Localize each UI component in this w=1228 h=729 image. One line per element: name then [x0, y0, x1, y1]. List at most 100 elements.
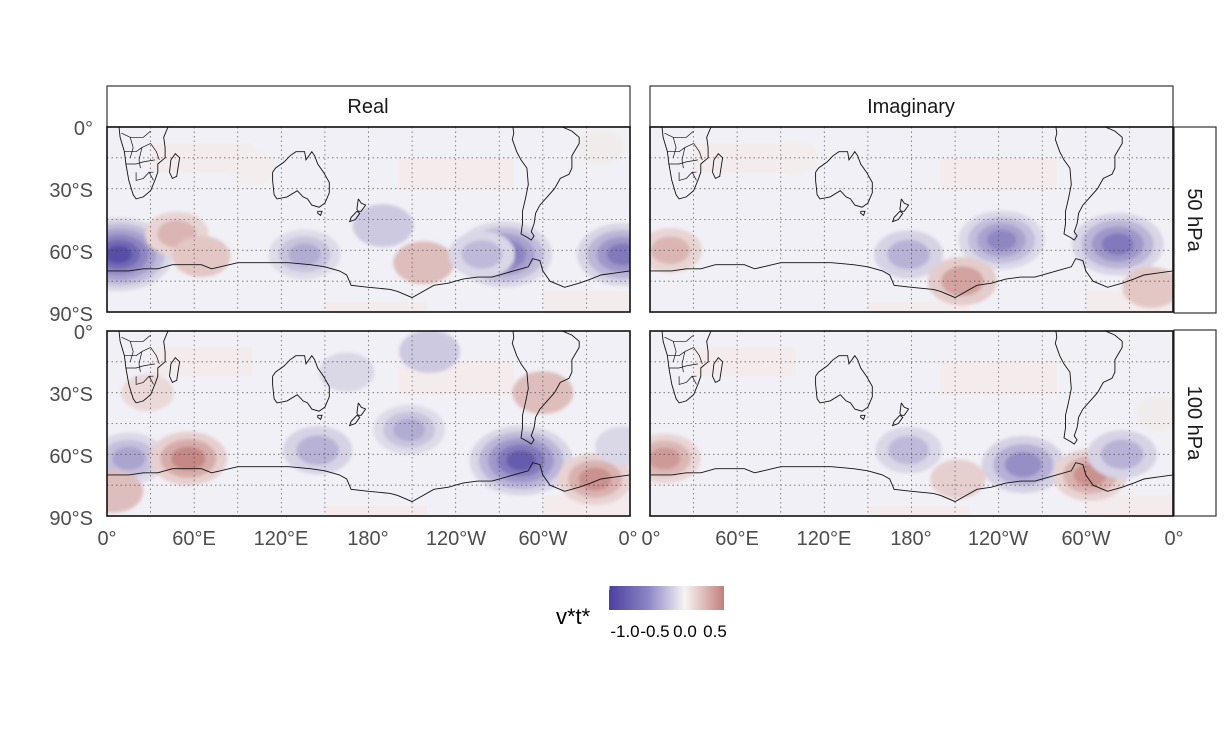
contour-blob [296, 435, 339, 466]
country-border [150, 143, 160, 161]
coastline [317, 414, 323, 421]
contour-blob [606, 243, 630, 266]
contour-blob [107, 469, 144, 513]
country-border [124, 347, 151, 357]
country-border [681, 351, 686, 373]
panel-imaginary-100hpa [649, 330, 1174, 517]
contour-blob [650, 447, 681, 470]
country-border [672, 137, 677, 158]
coastline [899, 198, 910, 212]
coastline [356, 198, 367, 212]
coastline [348, 210, 361, 223]
coastline [511, 331, 580, 445]
y-tick-label: 90°S [49, 304, 93, 326]
contour-blob [1135, 396, 1173, 431]
x-tick-label: 60°W [518, 528, 567, 550]
field-band [867, 505, 970, 516]
contour-blob [1100, 439, 1144, 470]
country-border [148, 172, 154, 181]
contour-blob [112, 446, 146, 470]
panel-border [106, 330, 631, 517]
country-border [664, 130, 694, 138]
x-tick-label: 180° [347, 528, 388, 550]
coastline [107, 462, 630, 503]
country-border [664, 334, 694, 342]
country-border [693, 347, 703, 365]
facet-strip-100hpa: 100 hPa [1173, 329, 1217, 517]
panel-border [649, 126, 1174, 313]
coastline [107, 258, 630, 299]
x-tick-label: 120°W [968, 528, 1028, 550]
legend: v*t* -1.0 -0.5 0.0 0.5 [556, 586, 727, 641]
field-band [867, 301, 970, 312]
country-border [691, 172, 697, 181]
country-border [129, 341, 134, 362]
contour-blob [578, 467, 612, 491]
country-border [678, 171, 697, 181]
country-border [681, 147, 686, 169]
country-border [667, 143, 694, 153]
y-tick-label: 90°S [49, 508, 93, 530]
field-band [542, 291, 630, 312]
country-border [667, 347, 694, 357]
panel-imaginary-50hpa [649, 126, 1174, 313]
legend-tick-label: 0.5 [703, 622, 727, 641]
x-axis-left: 0° 60°E 120°E 180° 120°W 60°W 0° [97, 528, 637, 550]
coastline [272, 150, 330, 208]
facet-label-100hpa: 100 hPa [1183, 386, 1205, 461]
country-border [138, 147, 143, 169]
coastline [891, 210, 904, 223]
y-axis-bottom: 0° 30°S 60°S 90°S [49, 322, 93, 530]
y-tick-label: 60°S [49, 446, 93, 468]
facet-strip-50hpa: 50 hPa [1173, 126, 1217, 314]
x-tick-label: 120°E [797, 528, 852, 550]
country-border [691, 376, 697, 385]
coastline [169, 357, 181, 384]
coastline [661, 331, 712, 404]
contour-blob [229, 151, 276, 185]
coastline [661, 127, 712, 200]
contour-blob [506, 450, 536, 471]
field-band [693, 347, 796, 377]
legend-colorbar [609, 586, 724, 610]
contour-blob [1101, 233, 1134, 256]
contour-blob [461, 240, 503, 269]
x-tick-label: 180° [890, 528, 931, 550]
legend-tick-label: 0.0 [673, 622, 697, 641]
x-tick-label: 0° [1164, 528, 1183, 550]
country-border [121, 130, 151, 138]
coastline [1054, 127, 1123, 241]
x-tick-label: 60°E [172, 528, 216, 550]
coastline [511, 127, 580, 241]
coastline [317, 210, 323, 217]
facet-strip-real: Real [106, 85, 631, 128]
coastline [169, 153, 181, 180]
contour-blob [577, 130, 625, 165]
legend-title: v*t* [556, 604, 591, 629]
coastline [1054, 331, 1123, 445]
x-axis-right: 0° 60°E 120°E 180° 120°W 60°W 0° [641, 528, 1183, 550]
country-border [150, 347, 160, 365]
y-tick-label: 30°S [49, 384, 93, 406]
panel-real-50hpa [106, 126, 631, 313]
contour-blob [352, 204, 414, 248]
contour-blob [986, 229, 1017, 251]
field-band [324, 301, 427, 312]
panel-border [649, 330, 1174, 517]
contour-blob [172, 236, 231, 277]
x-tick-label: 0° [97, 528, 116, 550]
coastline [860, 414, 866, 421]
legend-tick-label: -1.0 [610, 622, 639, 641]
coastline [815, 354, 873, 412]
country-border [135, 375, 154, 385]
coastline [118, 331, 169, 404]
coastline [899, 402, 910, 416]
panel-border [106, 126, 631, 313]
contour-blob [319, 352, 375, 392]
contour-blob [399, 331, 460, 373]
coastline [118, 127, 169, 200]
x-tick-label: 0° [641, 528, 660, 550]
x-tick-label: 120°W [426, 528, 486, 550]
y-tick-label: 0° [74, 322, 93, 344]
coastline [348, 414, 361, 427]
